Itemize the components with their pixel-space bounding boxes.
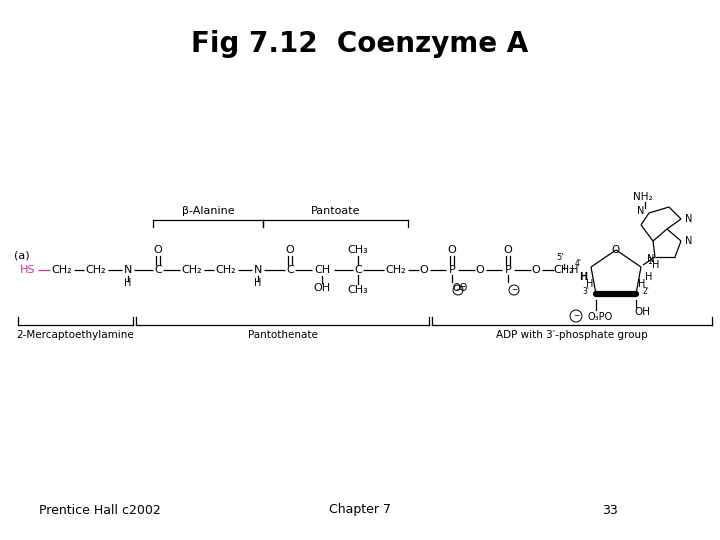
Text: N: N bbox=[254, 265, 262, 275]
Text: O: O bbox=[531, 265, 541, 275]
Text: CH: CH bbox=[314, 265, 330, 275]
Text: H: H bbox=[586, 279, 594, 289]
Text: OH: OH bbox=[634, 307, 650, 317]
Text: C: C bbox=[286, 265, 294, 275]
Text: Pantoate: Pantoate bbox=[311, 206, 360, 216]
Text: O: O bbox=[476, 265, 485, 275]
Text: O: O bbox=[153, 245, 163, 255]
Text: −: − bbox=[455, 286, 462, 294]
Text: O: O bbox=[612, 245, 620, 255]
Text: 3': 3' bbox=[582, 287, 590, 296]
Text: O₃PO: O₃PO bbox=[588, 312, 613, 322]
Text: Fig 7.12  Coenzyme A: Fig 7.12 Coenzyme A bbox=[192, 30, 528, 58]
Text: O: O bbox=[448, 245, 456, 255]
Text: O: O bbox=[420, 265, 428, 275]
Text: CH₃: CH₃ bbox=[348, 285, 369, 295]
Text: CH₃: CH₃ bbox=[348, 245, 369, 255]
Text: O: O bbox=[503, 245, 513, 255]
Text: P: P bbox=[505, 265, 511, 275]
Text: Prentice Hall c2002: Prentice Hall c2002 bbox=[39, 503, 161, 516]
Text: 33: 33 bbox=[602, 503, 618, 516]
Text: β-Alanine: β-Alanine bbox=[181, 206, 234, 216]
Text: Pantothenate: Pantothenate bbox=[248, 330, 318, 340]
Text: OH: OH bbox=[313, 283, 330, 293]
Text: H: H bbox=[571, 265, 579, 275]
Text: H: H bbox=[254, 278, 261, 288]
Text: CH₂: CH₂ bbox=[216, 265, 236, 275]
Text: H: H bbox=[125, 278, 132, 288]
Text: H: H bbox=[579, 272, 587, 282]
Text: −: − bbox=[573, 312, 579, 321]
Text: N: N bbox=[685, 214, 693, 224]
Text: CH₂: CH₂ bbox=[554, 265, 575, 275]
Text: NH₂: NH₂ bbox=[633, 192, 653, 202]
Text: CH₂: CH₂ bbox=[86, 265, 107, 275]
Text: C: C bbox=[154, 265, 162, 275]
Text: CH₂: CH₂ bbox=[386, 265, 406, 275]
Text: ADP with 3′-phosphate group: ADP with 3′-phosphate group bbox=[496, 330, 648, 340]
Text: OΘ: OΘ bbox=[452, 283, 467, 293]
Text: 1': 1' bbox=[647, 258, 654, 267]
Text: N: N bbox=[124, 265, 132, 275]
Text: Chapter 7: Chapter 7 bbox=[329, 503, 391, 516]
Text: H: H bbox=[652, 260, 660, 270]
Text: O: O bbox=[286, 245, 294, 255]
Text: H: H bbox=[639, 279, 646, 289]
Text: 2-Mercaptoethylamine: 2-Mercaptoethylamine bbox=[17, 330, 135, 340]
Text: HS: HS bbox=[20, 265, 36, 275]
Text: (a): (a) bbox=[14, 250, 30, 260]
Text: 5': 5' bbox=[557, 253, 564, 261]
Text: 4': 4' bbox=[575, 260, 582, 268]
Text: N: N bbox=[685, 236, 693, 246]
Text: CH₂: CH₂ bbox=[52, 265, 72, 275]
Text: P: P bbox=[449, 265, 455, 275]
Text: N: N bbox=[637, 206, 644, 216]
Text: −: − bbox=[510, 286, 517, 294]
Text: H: H bbox=[645, 272, 653, 282]
Text: 2': 2' bbox=[642, 287, 649, 296]
Text: C: C bbox=[354, 265, 362, 275]
Text: CH₂: CH₂ bbox=[181, 265, 202, 275]
Text: N: N bbox=[647, 254, 654, 264]
